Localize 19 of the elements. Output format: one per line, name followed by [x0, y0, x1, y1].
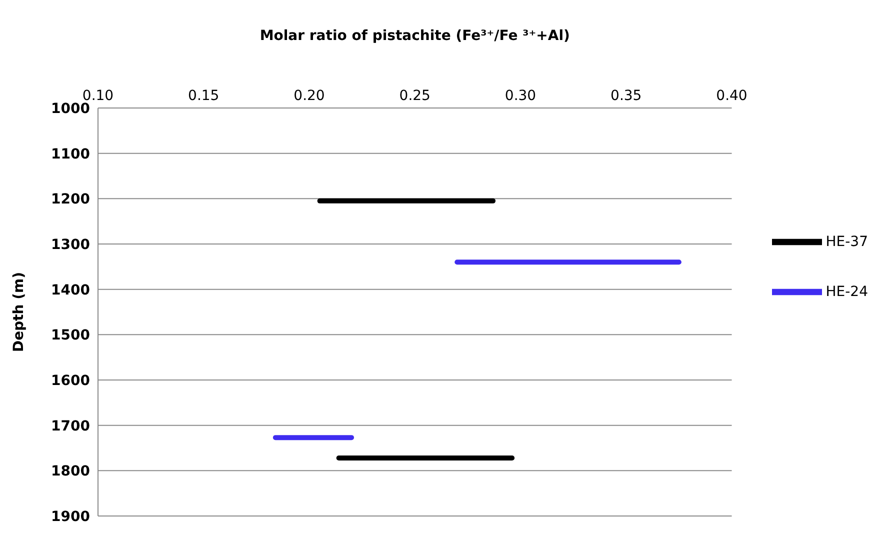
x-tick-label: 0.25 [399, 88, 430, 104]
legend-label: HE-37 [826, 234, 868, 250]
x-tick-label: 0.40 [716, 88, 748, 104]
y-tick-label: 1600 [51, 372, 90, 389]
x-tick-label: 0.35 [610, 88, 642, 104]
y-tick-label: 1100 [51, 146, 90, 162]
x-tick-label: 0.15 [188, 88, 220, 104]
x-axis-title: Molar ratio of pistachite (Fe³⁺/Fe ³⁺+Al) [260, 28, 570, 44]
y-tick-label: 1300 [51, 236, 90, 253]
y-tick-label: 1200 [51, 192, 90, 208]
y-tick-label: 1900 [51, 508, 90, 525]
y-axis-title: Depth (m) [10, 272, 27, 352]
y-tick-label: 1800 [51, 464, 90, 480]
x-tick-label: 0.30 [504, 88, 536, 104]
x-tick-label: 0.20 [294, 88, 325, 104]
y-tick-label: 1500 [51, 328, 90, 344]
y-tick-label: 1700 [51, 418, 90, 434]
y-tick-label: 1400 [51, 282, 90, 298]
legend-label: HE-24 [826, 284, 868, 300]
